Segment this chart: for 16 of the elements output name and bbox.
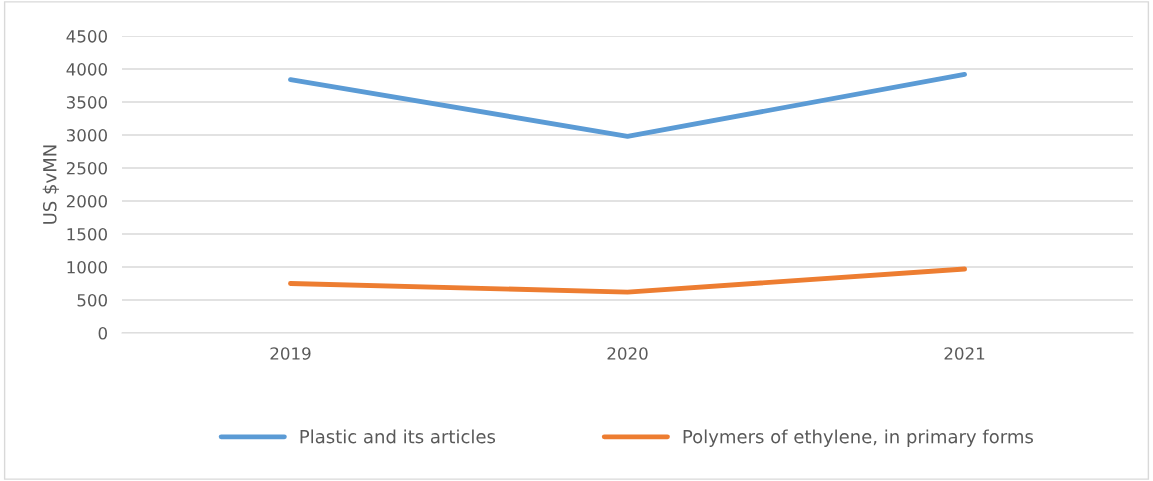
y-tick-label: 4000 — [66, 63, 107, 76]
y-tick-label: 3500 — [66, 96, 107, 109]
y-tick-label: 2000 — [66, 194, 107, 208]
x-tick-label: 2021 — [944, 347, 985, 360]
y-tick-label: 4500 — [66, 30, 107, 43]
y-tick-label: 1000 — [67, 260, 107, 274]
y-tick-label: 3000 — [66, 129, 107, 142]
y-tick-label: 2500 — [66, 162, 107, 175]
x-tick-label: 2020 — [607, 347, 648, 360]
y-tick-label: 0 — [98, 326, 107, 340]
y-axis-title: US $vMN — [42, 145, 60, 224]
legend-label: Polymers of ethylene, in primary forms — [683, 429, 1033, 447]
y-tick-label: 500 — [77, 293, 107, 307]
legend-label: Plastic and its articles — [300, 429, 496, 444]
x-tick-label: 2019 — [270, 347, 311, 360]
y-tick-label: 1500 — [67, 227, 107, 241]
